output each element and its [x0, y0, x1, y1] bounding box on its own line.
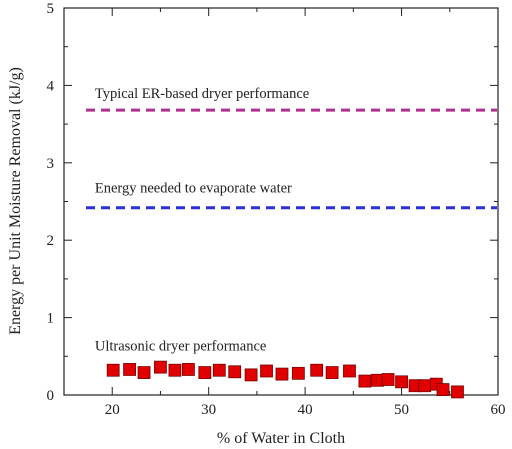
data-point — [275, 367, 289, 381]
data-point — [343, 364, 356, 378]
data-point — [182, 363, 195, 376]
data-point — [358, 374, 372, 388]
y-tick-label: 4 — [47, 78, 55, 94]
data-point — [168, 363, 182, 377]
axis-ticks: 20 30 40 50 60 0 1 2 3 4 5 — [47, 1, 506, 418]
y-tick-label: 3 — [47, 156, 55, 172]
data-point — [198, 366, 212, 379]
data-point — [395, 375, 408, 389]
x-tick-label: 20 — [105, 402, 120, 418]
data-point — [451, 385, 464, 399]
annotations: Typical ER-based dryer performance Energy… — [95, 86, 309, 354]
y-tick-label: 5 — [47, 1, 55, 17]
y-tick-label: 0 — [47, 388, 55, 404]
y-tick-label: 1 — [47, 311, 55, 327]
data-point — [106, 363, 120, 377]
data-point — [418, 379, 432, 393]
x-tick-label: 30 — [201, 402, 216, 418]
reference-lines — [86, 108, 497, 210]
data-point — [212, 363, 226, 377]
y-tick-label: 2 — [47, 233, 55, 249]
data-point — [291, 366, 305, 380]
data-points — [106, 360, 464, 399]
data-point — [228, 365, 242, 379]
x-axis-label: % of Water in Cloth — [217, 430, 345, 447]
data-point — [244, 368, 258, 382]
data-point — [310, 363, 324, 377]
data-point — [137, 366, 151, 379]
data-point — [371, 373, 384, 387]
data-point — [381, 373, 395, 386]
data-point — [123, 363, 136, 376]
reference-line-label: Typical ER-based dryer performance — [95, 86, 309, 102]
x-tick-label: 60 — [491, 402, 506, 418]
data-point — [260, 364, 273, 378]
reference-line-label: Energy needed to evaporate water — [95, 181, 292, 197]
plot-frame — [63, 7, 499, 396]
x-tick-label: 50 — [394, 402, 409, 418]
x-tick-label: 40 — [298, 402, 313, 418]
data-point — [436, 383, 450, 396]
y-axis-label: Energy per Unit Moisture Removal (kJ/g) — [7, 67, 24, 335]
data-point — [325, 366, 339, 379]
data-point — [154, 360, 167, 374]
annotation: Ultrasonic dryer performance — [95, 338, 267, 354]
